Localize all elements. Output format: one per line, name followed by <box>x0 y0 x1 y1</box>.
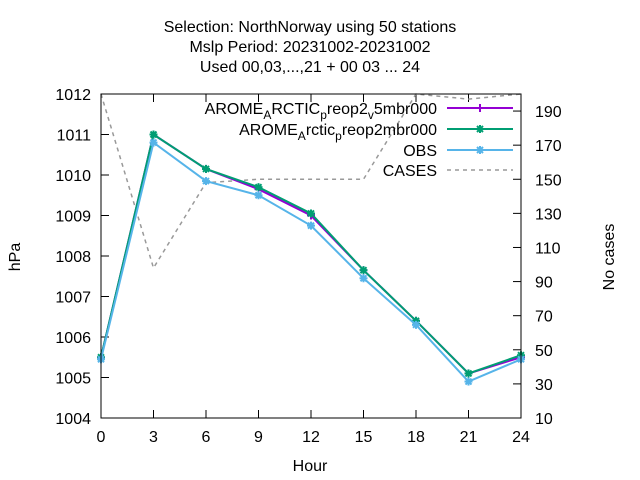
chart-title-line-3: Used 00,03,...,21 + 00 03 ... 24 <box>200 59 420 76</box>
y-tick-label: 1012 <box>55 87 91 104</box>
y-tick-label: 1004 <box>55 411 91 428</box>
legend-marker-2-stroke <box>476 146 484 154</box>
y2-tick-label: 170 <box>535 138 562 155</box>
y-tick-label: 1005 <box>55 371 91 388</box>
x-tick-label: 6 <box>202 429 211 446</box>
legend-label-part: RCTIC <box>271 101 320 118</box>
plot-frame <box>100 93 522 419</box>
x-tick-label: 9 <box>254 429 263 446</box>
series-line-3 <box>100 93 522 270</box>
series-point-2-stroke <box>307 221 315 230</box>
legend-label-part: A <box>298 129 306 143</box>
legend-label-part: p <box>320 108 327 122</box>
x-tick-label: 21 <box>460 429 478 446</box>
y2-tick-label: 90 <box>535 275 553 292</box>
series-point-1-stroke <box>254 183 263 191</box>
x-tick-label: 12 <box>302 429 320 446</box>
y2-tick-label: 110 <box>535 240 561 257</box>
y-axis-label: hPa <box>7 243 24 272</box>
y-tick-label: 1008 <box>55 249 91 266</box>
y2-tick-label: 190 <box>535 104 562 121</box>
series-point-1-stroke <box>359 266 368 274</box>
legend-label-0: AROMEARCTICpreop2v5mbr000 <box>205 101 437 122</box>
legend-label-part: rctic <box>306 122 335 139</box>
x-tick-label: 3 <box>149 429 158 446</box>
legend-marker-2 <box>476 146 484 154</box>
y-tick-labels: 1004 1005 1006 1007 1008 1009 1010 1011 1012 <box>55 87 91 428</box>
series-point-2 <box>254 191 263 200</box>
series-point-1 <box>202 164 210 173</box>
legend-label-3: CASES <box>383 163 437 180</box>
series-point-2 <box>149 138 158 147</box>
y-tick-label: 1009 <box>55 209 91 226</box>
legend: AROMEARCTICpreop2v5mbr000AROMEArcticpreo… <box>205 101 513 180</box>
legend-label-part: p <box>335 129 342 143</box>
y-tick-label: 1007 <box>55 290 91 307</box>
series-point-2 <box>412 320 420 329</box>
y2-tick-label: 10 <box>535 411 553 428</box>
y2-axis-label: No cases <box>601 224 618 291</box>
legend-label-part: A <box>263 108 271 122</box>
y2-tick-label: 130 <box>535 206 562 223</box>
x-tick-label: 18 <box>407 429 425 446</box>
series-point-2-stroke <box>464 377 473 386</box>
legend-label-part: 5mbr000 <box>374 101 437 118</box>
legend-label-part: CASES <box>383 163 437 180</box>
series-point-2 <box>307 221 315 230</box>
chart-title-line-1: Selection: NorthNorway using 50 stations <box>164 19 457 36</box>
x-tick-label: 24 <box>512 429 530 446</box>
x-tick-labels: 0 3 6 9 12 15 18 21 24 <box>97 429 530 446</box>
series-point-2-stroke <box>202 177 210 185</box>
x-tick-label: 0 <box>97 429 106 446</box>
chart-title-line-2: Mslp Period: 20231002-20231002 <box>189 39 430 56</box>
y2-tick-labels: 10 30 50 70 90 110 130 150 170 190 <box>535 104 562 428</box>
series-point-2-stroke <box>149 138 158 147</box>
series-point-1 <box>149 130 158 139</box>
y-tick-label: 1011 <box>57 128 92 145</box>
series-point-1-stroke <box>307 209 315 218</box>
y2-tick-label: 70 <box>535 309 553 326</box>
legend-marker-1 <box>476 125 484 133</box>
y2-tick-label: 30 <box>535 377 553 394</box>
series-point-1 <box>464 369 473 378</box>
legend-label-1: AROMEArcticpreop2mbr000 <box>239 122 437 143</box>
y2-tick-label: 50 <box>535 343 553 360</box>
y2-tick-label: 150 <box>535 172 562 189</box>
series-point-2-stroke <box>412 321 420 329</box>
legend-label-part: reop2mbr000 <box>342 122 437 139</box>
legend-label-part: v <box>368 108 374 122</box>
y-tick-label: 1010 <box>55 168 91 185</box>
x-tick-label: 15 <box>355 429 373 446</box>
legend-label-part: reop2 <box>327 101 368 118</box>
series-point-1-stroke <box>149 130 158 139</box>
series-point-2-stroke <box>359 274 368 282</box>
axis-ticks <box>100 93 522 419</box>
legend-label-part: AROME <box>239 122 298 139</box>
series-point-1-stroke <box>202 165 210 173</box>
legend-label-2: OBS <box>403 143 437 160</box>
legend-marker-1-stroke <box>476 125 484 133</box>
y-tick-label: 1006 <box>55 330 91 347</box>
series-point-1 <box>359 266 368 275</box>
series-point-2 <box>202 177 210 186</box>
series-point-2 <box>359 274 368 283</box>
legend-label-part: AROME <box>205 101 264 118</box>
series-point-1 <box>307 209 315 218</box>
x-axis-label: Hour <box>293 458 328 475</box>
legend-label-part: OBS <box>403 143 437 160</box>
legend-marker-0 <box>476 104 484 112</box>
series-point-1 <box>254 183 263 192</box>
series-point-2 <box>464 377 473 386</box>
series-point-1-stroke <box>464 369 473 378</box>
series-point-2-stroke <box>254 191 263 199</box>
